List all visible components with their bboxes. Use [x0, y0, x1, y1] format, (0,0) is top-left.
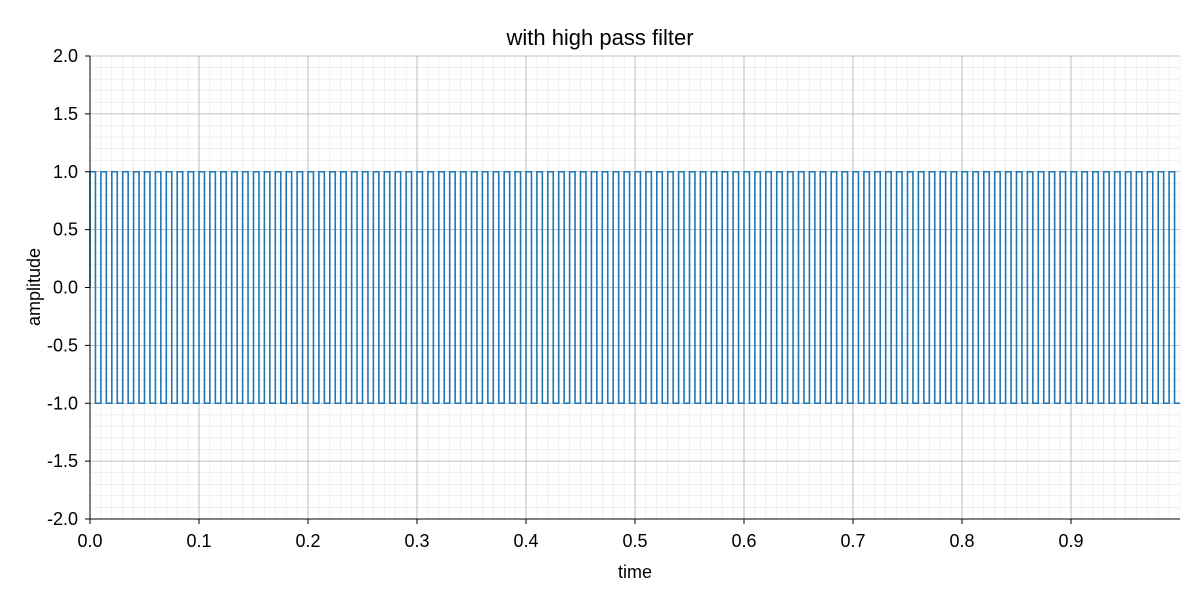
y-axis-title: amplitude — [24, 248, 44, 326]
x-tick-label: 0.9 — [1058, 531, 1083, 551]
x-tick-label: 0.6 — [731, 531, 756, 551]
x-tick-label: 0.3 — [404, 531, 429, 551]
signal-line — [89, 170, 1180, 405]
x-tick-label: 0.1 — [186, 531, 211, 551]
x-tick-label: 0.7 — [840, 531, 865, 551]
x-tick-label: 0.8 — [949, 531, 974, 551]
y-tick-label: 2.0 — [53, 46, 78, 66]
y-tick-label: -1.5 — [47, 451, 78, 471]
x-tick-label: 0.4 — [513, 531, 538, 551]
y-tick-label: -2.0 — [47, 509, 78, 529]
y-tick-label: 1.5 — [53, 104, 78, 124]
y-tick-label: 1.0 — [53, 162, 78, 182]
y-tick-label: -0.5 — [47, 335, 78, 355]
y-tick-label: 0.0 — [53, 278, 78, 298]
chart-title: with high pass filter — [505, 25, 693, 50]
y-tick-label: -1.0 — [47, 393, 78, 413]
x-tick-label: 0.2 — [295, 531, 320, 551]
x-tick-label: 0.5 — [622, 531, 647, 551]
signal-series — [89, 170, 1180, 405]
x-axis-title: time — [618, 562, 652, 582]
y-axis-ticks: 2.0 1.5 1.0 0.5 0.0 -0.5 -1.0 -1.5 -2.0 — [47, 46, 90, 529]
x-tick-label: 0.0 — [77, 531, 102, 551]
x-axis-ticks: 0.0 0.1 0.2 0.3 0.4 0.5 0.6 0.7 0.8 0.9 — [77, 519, 1084, 551]
y-tick-label: 0.5 — [53, 220, 78, 240]
